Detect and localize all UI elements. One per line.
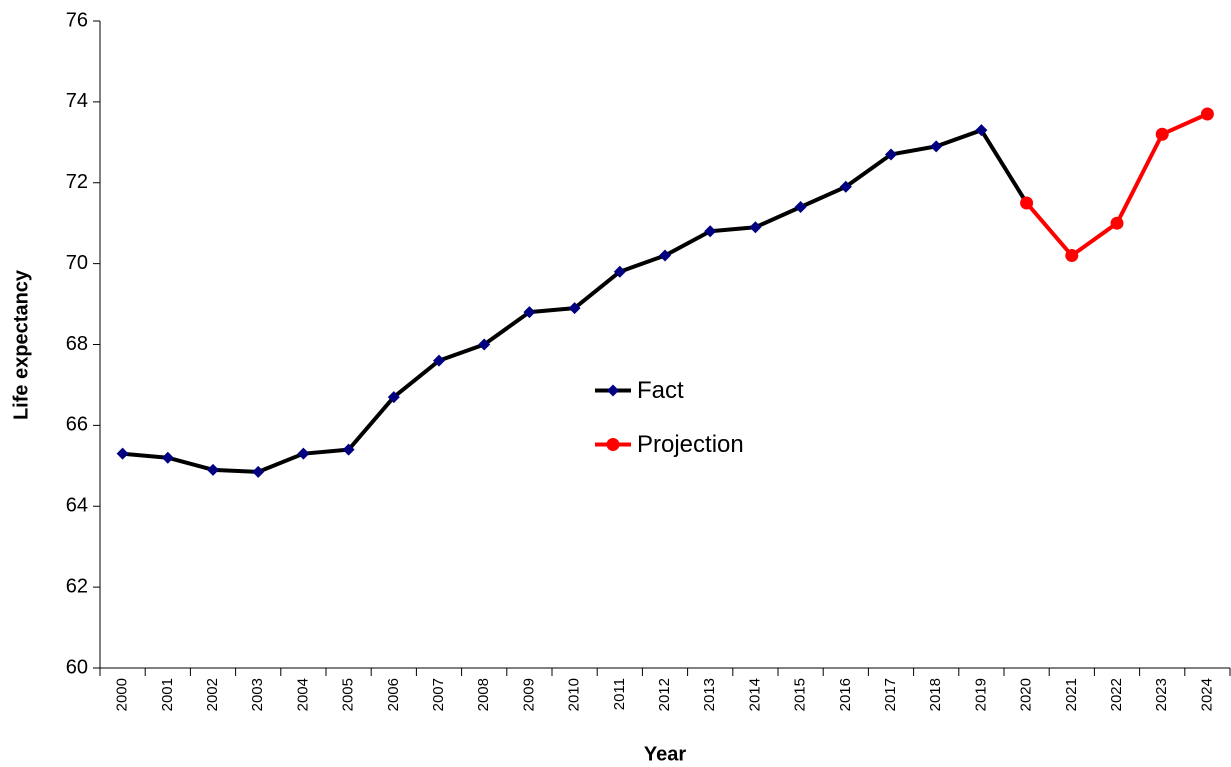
data-point (1200, 107, 1214, 121)
data-point (1065, 249, 1079, 263)
y-tick-label: 60 (66, 656, 88, 678)
series-line (1025, 112, 1209, 258)
x-tick-label: 2015 (792, 678, 809, 711)
data-point (749, 221, 762, 234)
x-tick-label: 2023 (1153, 678, 1170, 711)
data-point (613, 265, 626, 278)
legend-marker (607, 384, 619, 397)
y-tick-label: 68 (66, 333, 88, 355)
legend-label: Fact (637, 377, 684, 404)
y-tick-label: 64 (66, 495, 88, 517)
data-point (839, 180, 852, 193)
data-point (1155, 127, 1169, 141)
y-tick-label: 74 (66, 90, 88, 112)
x-axis-title: Year (644, 743, 686, 765)
data-point (930, 140, 943, 153)
x-tick-label: 2018 (927, 678, 944, 711)
data-point (885, 148, 897, 161)
x-tick-label: 2024 (1198, 678, 1215, 711)
y-tick-label: 66 (66, 414, 88, 436)
x-tick-label: 2020 (1018, 678, 1035, 711)
data-point (297, 447, 310, 460)
y-tick-label: 70 (66, 252, 88, 274)
x-tick-label: 2005 (340, 678, 357, 711)
x-tick-label: 2009 (520, 678, 537, 711)
x-tick-label: 2014 (746, 678, 763, 711)
x-tick-label: 2003 (249, 678, 266, 711)
data-point (1110, 216, 1124, 230)
x-tick-label: 2012 (656, 678, 673, 711)
y-axis-title: Life expectancy (10, 269, 32, 420)
data-point (116, 447, 129, 460)
x-tick-label: 2008 (475, 678, 492, 711)
x-tick-label: 2013 (701, 678, 718, 711)
x-tick-label: 2016 (837, 678, 854, 711)
data-point (252, 465, 265, 478)
x-tick-label: 2004 (294, 678, 311, 711)
data-point (1020, 196, 1034, 210)
x-tick-label: 2021 (1063, 678, 1080, 711)
data-point (568, 302, 581, 315)
y-tick-label: 72 (66, 171, 88, 193)
y-tick-label: 62 (66, 575, 88, 597)
series-line (122, 128, 1029, 474)
x-tick-label: 2001 (159, 678, 176, 711)
y-tick-label: 76 (66, 9, 88, 31)
data-point (794, 201, 807, 214)
x-tick-label: 2022 (1108, 678, 1125, 711)
data-point (659, 249, 671, 262)
x-tick-label: 2019 (972, 678, 989, 711)
x-tick-label: 2002 (204, 678, 221, 711)
x-tick-label: 2010 (566, 678, 583, 711)
x-tick-label: 2006 (385, 678, 402, 711)
data-point (704, 225, 717, 238)
data-point (523, 306, 536, 319)
legend-marker (606, 438, 620, 451)
data-point (207, 463, 219, 476)
data-point (342, 443, 355, 456)
data-point (387, 391, 400, 404)
x-tick-label: 2000 (114, 678, 131, 711)
legend-label: Projection (637, 431, 744, 458)
data-point (433, 354, 445, 367)
x-tick-label: 2007 (430, 678, 447, 711)
data-point (478, 338, 491, 351)
x-tick-label: 2017 (882, 678, 899, 711)
data-point (975, 124, 988, 137)
data-point (161, 451, 174, 464)
x-tick-label: 2011 (611, 678, 628, 710)
